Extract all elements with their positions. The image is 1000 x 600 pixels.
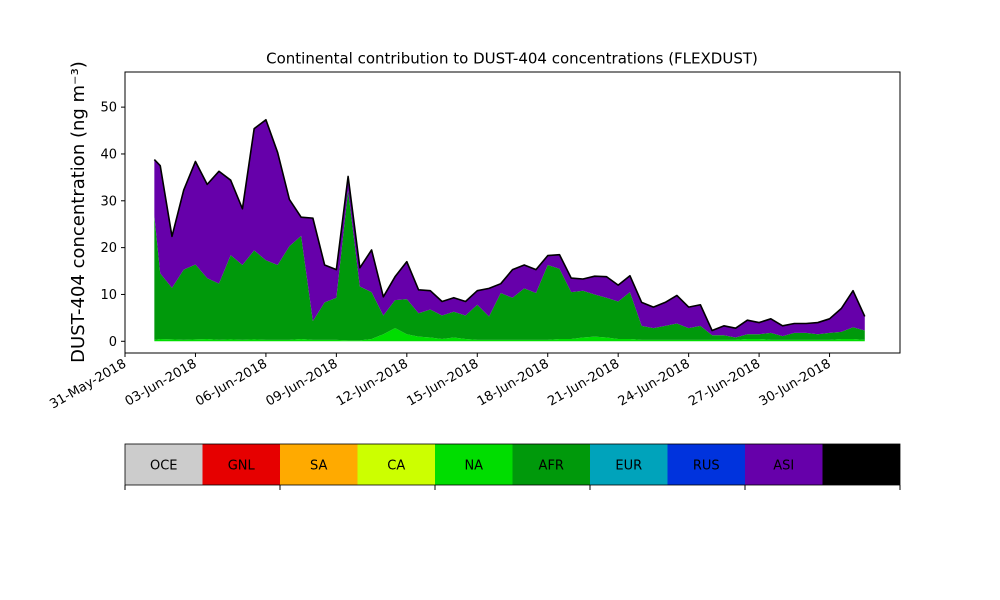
x-tick-label: 18-Jun-2018 bbox=[475, 356, 552, 409]
total-line bbox=[153, 118, 866, 332]
area-asi bbox=[154, 119, 865, 338]
legend-swatch-gnl bbox=[202, 444, 280, 485]
y-tick-label: 40 bbox=[100, 147, 117, 162]
x-tick-label: 09-Jun-2018 bbox=[264, 356, 341, 409]
legend-swatch-oce bbox=[125, 444, 203, 485]
legend-frame bbox=[124, 443, 901, 486]
y-tick-label: 10 bbox=[100, 288, 117, 303]
legend-colorbar: OCE GNL SA CA NA AFR EUR RUS ASI AUS bbox=[124, 443, 901, 490]
x-tick-label: 15-Jun-2018 bbox=[404, 356, 481, 409]
plot-frame bbox=[124, 71, 901, 354]
legend-swatch-sa bbox=[280, 444, 358, 485]
legend-swatch-asi bbox=[745, 444, 823, 485]
x-tick-label: 27-Jun-2018 bbox=[686, 356, 763, 409]
plot-area bbox=[153, 118, 866, 342]
legend-label-gnl: GNL bbox=[228, 459, 256, 474]
legend-label-oce: OCE bbox=[150, 459, 178, 474]
legend-swatch-aus bbox=[822, 444, 900, 485]
y-tick-label: 0 bbox=[109, 335, 117, 350]
legend-label-afr: AFR bbox=[539, 459, 564, 474]
legend-swatch-afr bbox=[512, 444, 590, 485]
y-axis-label: DUST-404 concentration (ng m⁻³) bbox=[68, 61, 89, 363]
legend-label-sa: SA bbox=[310, 459, 327, 474]
y-tick-label: 20 bbox=[100, 241, 117, 256]
x-tick-label: 31-May-2018 bbox=[47, 356, 129, 412]
legend-swatch-ca bbox=[357, 444, 435, 485]
legend-swatch-eur bbox=[590, 444, 668, 485]
x-tick-label: 03-Jun-2018 bbox=[123, 356, 200, 409]
legend-label-aus: AUS bbox=[848, 459, 875, 474]
x-tick-label: 24-Jun-2018 bbox=[616, 356, 693, 409]
x-tick-label: 21-Jun-2018 bbox=[545, 356, 622, 409]
x-tick-label: 12-Jun-2018 bbox=[334, 356, 411, 409]
y-tick-label: 50 bbox=[100, 101, 117, 116]
x-tick-label: 30-Jun-2018 bbox=[757, 356, 834, 409]
legend-label-asi: ASI bbox=[773, 459, 794, 474]
x-tick-label: 06-Jun-2018 bbox=[193, 356, 270, 409]
legend-label-ca: CA bbox=[387, 459, 405, 474]
legend-label-rus: RUS bbox=[693, 459, 720, 474]
legend-swatch-rus bbox=[667, 444, 745, 485]
legend-swatch-na bbox=[435, 444, 513, 485]
y-tick-label: 30 bbox=[100, 194, 117, 209]
legend-label-na: NA bbox=[464, 459, 483, 474]
legend-label-eur: EUR bbox=[615, 459, 642, 474]
chart-title: Continental contribution to DUST-404 con… bbox=[266, 50, 758, 68]
area-afr bbox=[154, 190, 865, 341]
area-na bbox=[154, 328, 865, 342]
